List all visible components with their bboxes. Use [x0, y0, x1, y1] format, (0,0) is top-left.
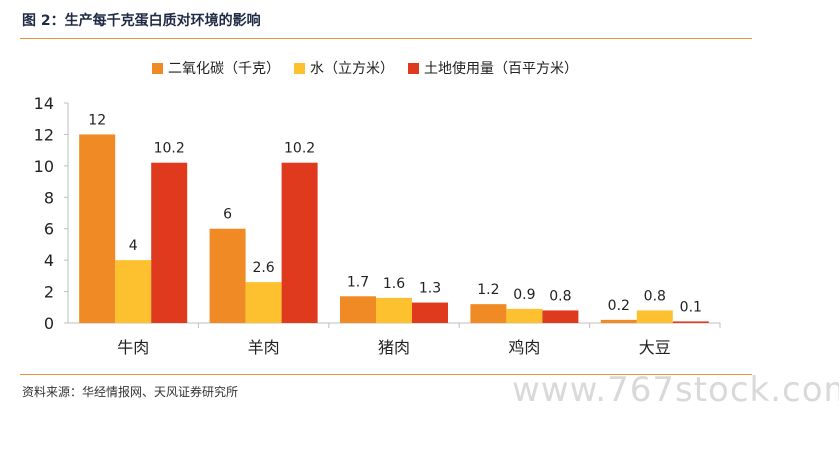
- bar-value-label: 1.3: [419, 281, 441, 297]
- legend-swatch-co2: [152, 62, 163, 74]
- bar: [470, 304, 507, 323]
- bar: [245, 282, 282, 323]
- top-divider: [20, 38, 752, 39]
- bar-value-label: 6: [223, 207, 232, 223]
- x-tick-label: 牛肉: [117, 338, 149, 357]
- bar-value-label: 0.8: [549, 288, 571, 304]
- bar-value-label: 4: [129, 238, 138, 254]
- y-tick-label: 4: [44, 251, 54, 270]
- y-tick-label: 2: [44, 283, 54, 302]
- x-tick-label: 羊肉: [248, 338, 280, 357]
- legend-swatch-water: [294, 62, 305, 74]
- y-tick-label: 6: [44, 220, 54, 239]
- bar: [412, 302, 448, 323]
- chart-legend: 二氧化碳（千克） 水（立方米） 土地使用量（百平方米）: [152, 58, 578, 78]
- legend-item-water: 水（立方米）: [294, 58, 394, 78]
- bar-value-label: 1.6: [383, 276, 405, 292]
- x-tick-label: 猪肉: [378, 338, 410, 357]
- bar-value-label: 10.2: [154, 141, 185, 157]
- bar: [376, 297, 412, 323]
- bar-value-label: 10.2: [284, 141, 315, 157]
- bottom-divider: [20, 374, 752, 375]
- x-tick-label: 大豆: [639, 338, 671, 357]
- y-tick-label: 10: [34, 157, 54, 176]
- bar-value-label: 2.6: [252, 260, 274, 276]
- y-tick-label: 12: [34, 125, 54, 144]
- bar: [600, 319, 637, 323]
- bar: [672, 321, 709, 323]
- bar: [340, 296, 376, 323]
- legend-label-land: 土地使用量（百平方米）: [424, 61, 578, 77]
- bar: [636, 310, 673, 323]
- legend-label-water: 水（立方米）: [310, 61, 394, 77]
- bar: [209, 228, 246, 323]
- bar: [79, 134, 116, 323]
- bar-value-label: 1.2: [477, 282, 499, 298]
- bar: [506, 308, 543, 323]
- bar: [115, 260, 152, 323]
- bar: [281, 162, 318, 323]
- y-tick-label: 14: [34, 94, 54, 113]
- y-tick-label: 8: [44, 188, 54, 207]
- legend-item-land: 土地使用量（百平方米）: [408, 58, 578, 78]
- bar: [542, 310, 579, 323]
- bar: [151, 162, 188, 323]
- legend-swatch-land: [408, 62, 419, 74]
- bar-value-label: 0.1: [680, 299, 702, 315]
- figure-title: 图 2：生产每千克蛋白质对环境的影响: [22, 13, 261, 29]
- bar-value-label: 1.7: [347, 274, 369, 290]
- y-tick-label: 0: [44, 314, 54, 333]
- bar-value-label: 0.9: [513, 287, 535, 303]
- x-tick-label: 鸡肉: [508, 338, 540, 357]
- bar-value-label: 0.2: [608, 298, 630, 314]
- source-note: 资料来源：华经情报网、天风证券研究所: [22, 385, 239, 399]
- bar-value-label: 12: [88, 112, 106, 128]
- legend-item-co2: 二氧化碳（千克）: [152, 58, 280, 78]
- legend-label-co2: 二氧化碳（千克）: [168, 61, 280, 77]
- watermark-text: www.767stock.com: [512, 370, 839, 410]
- bar-value-label: 0.8: [644, 288, 666, 304]
